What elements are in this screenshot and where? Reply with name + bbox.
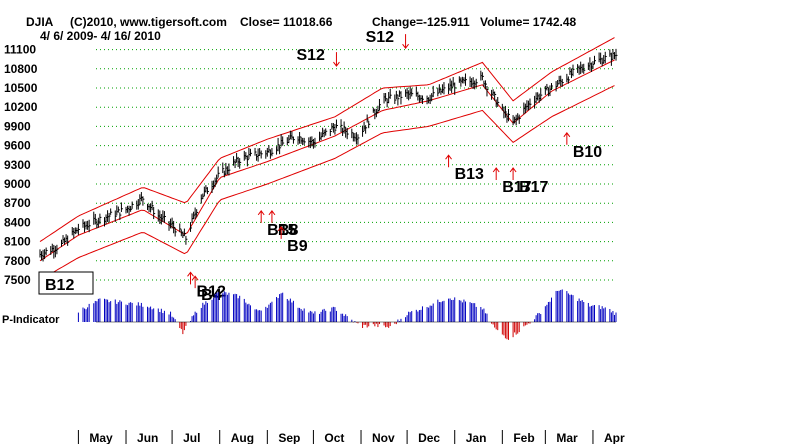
signal-label: S12	[296, 47, 325, 64]
y-tick-label: 7800	[4, 254, 31, 268]
month-label: Jul	[183, 431, 200, 444]
month-label: May	[89, 431, 113, 444]
y-tick-label: 8100	[4, 235, 31, 249]
signal-arrow-up	[492, 167, 500, 180]
y-tick-label: 8400	[4, 215, 31, 229]
signal-arrow-up	[563, 131, 571, 145]
signal-arrow-up	[509, 167, 517, 180]
month-label: Oct	[324, 431, 344, 444]
signal-b9: B9	[277, 226, 308, 255]
y-tick-label: 9600	[4, 139, 31, 153]
y-tick-label: 10500	[4, 81, 38, 95]
y-tick-label: 8700	[4, 196, 31, 210]
current-signal-box	[38, 271, 94, 295]
month-label: Feb	[513, 431, 534, 444]
signal-arrow-up	[187, 271, 194, 285]
month-label: Nov	[372, 431, 395, 444]
header-close: Close= 11018.66	[240, 15, 333, 29]
signal-label: B15	[267, 222, 296, 239]
header-change: Change=-125.911	[372, 15, 470, 29]
signal-label: B17	[502, 179, 531, 196]
bands	[39, 37, 615, 281]
header-symbol: DJIA	[26, 15, 54, 29]
p-indicator	[77, 289, 617, 340]
month-label: Aug	[231, 431, 254, 444]
signal-arrow-down	[402, 34, 409, 49]
indicator-label: P-Indicator	[2, 314, 60, 326]
current-signal: B12	[45, 277, 74, 294]
y-tick-label: 9900	[4, 119, 31, 133]
signal-arrow-up	[268, 210, 276, 223]
signal-b10: B10	[563, 131, 602, 161]
signal-label: S12	[366, 29, 395, 46]
y-tick-label: 10800	[4, 62, 38, 76]
signal-label: B10	[573, 144, 602, 161]
header-date-range: 4/ 6/ 2009- 4/ 16/ 2010	[40, 29, 161, 43]
y-tick-label: 9300	[4, 158, 31, 172]
y-tick-label: 10200	[4, 100, 38, 114]
header-copyright: (C)2010, www.tigersoft.com	[70, 15, 227, 29]
signal-b8: B8	[268, 210, 299, 239]
header-volume: Volume= 1742.48	[480, 15, 576, 29]
middle-band	[39, 59, 615, 262]
month-label: Jan	[466, 431, 487, 444]
upper-band	[39, 37, 615, 243]
month-label: Dec	[418, 431, 440, 444]
y-tick-label: 7500	[4, 273, 31, 287]
signal-b17: B17	[509, 167, 549, 196]
signal-label: B17	[519, 179, 548, 196]
grid-lines	[96, 49, 616, 281]
signal-s12: S12	[296, 47, 340, 67]
signal-label: B13	[455, 166, 484, 183]
lower-band	[39, 85, 615, 281]
x-axis-months: May Jun Jul Aug Sep Oct Nov Dec Jan Feb Mar Apr	[77, 430, 625, 444]
price-bars	[39, 48, 618, 262]
signal-b15: B15	[257, 210, 297, 239]
month-label: Apr	[604, 431, 625, 444]
month-label: Jun	[137, 431, 158, 444]
signal-arrow-down	[333, 52, 340, 67]
y-tick-label: 9000	[4, 177, 31, 191]
month-label: Mar	[556, 431, 578, 444]
signal-label: B9	[287, 238, 308, 255]
signal-arrow-up	[277, 226, 285, 239]
signal-arrow-up	[257, 210, 265, 223]
signal-b17: B17	[492, 167, 532, 196]
y-tick-label: 11100	[4, 43, 36, 57]
signal-s12: S12	[366, 29, 409, 49]
signal-b13: B13	[445, 154, 484, 183]
signal-arrow-up	[191, 275, 199, 289]
signal-arrow-up	[445, 154, 452, 168]
month-label: Sep	[278, 431, 300, 444]
signal-label: B8	[278, 222, 299, 239]
y-axis-ticks: 7500 7800 8100 8400 8700 9000 9300 9600 9900 1020…	[4, 43, 38, 287]
